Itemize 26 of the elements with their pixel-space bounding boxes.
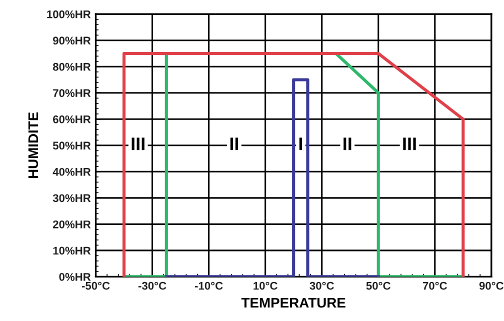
annotation: III [132, 138, 144, 150]
annotation: II [344, 138, 352, 150]
x-tick-label: -30°C [138, 282, 166, 290]
x-tick-label: 50°C [366, 282, 390, 290]
annotation: III [403, 138, 416, 150]
annotation: I [299, 138, 302, 150]
x-tick-label: 30°C [310, 282, 334, 290]
x-tick-label: 10°C [254, 282, 278, 290]
x-tick-label: -10°C [194, 282, 223, 290]
x-tick-label: -50°C [82, 282, 110, 290]
x-tick-label: 90°C [479, 282, 504, 290]
annotation: II [230, 138, 238, 150]
y-tick-label: 10%HR [53, 246, 91, 255]
y-tick-label: 90%HR [53, 36, 91, 45]
y-tick-label: 40%HR [52, 168, 91, 176]
y-tick-label: 50%HR [52, 142, 91, 150]
y-tick-label: 30%HR [52, 194, 91, 202]
y-tick-label: 70%HR [53, 89, 91, 98]
y-axis-title: HUMIDITE [28, 112, 38, 178]
y-tick-label: 0%HR [59, 272, 91, 281]
y-tick-label: 100%HR [47, 10, 91, 18]
y-tick-label: 60%HR [53, 115, 91, 124]
y-tick-label: 20%HR [53, 220, 91, 228]
x-axis-title: TEMPERATURE [241, 298, 346, 308]
x-tick-label: 70°C [422, 282, 447, 290]
y-tick-label: 80%HR [52, 62, 91, 71]
